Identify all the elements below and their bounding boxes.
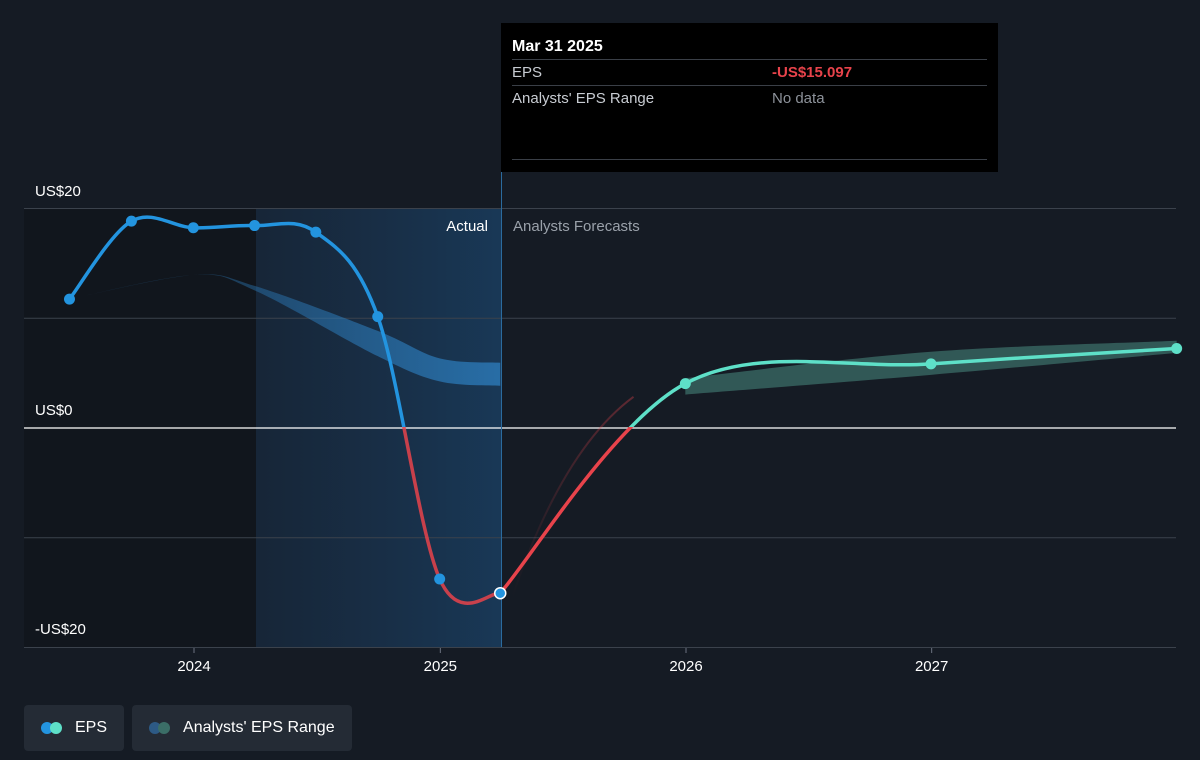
legend-label-eps: EPS — [75, 719, 108, 736]
past-range-band — [69, 274, 501, 386]
eps-point — [63, 293, 75, 305]
y-tick-label-bottom: -US$20 — [35, 621, 86, 638]
eps-point — [434, 573, 446, 585]
legend-item-eps[interactable]: EPS — [24, 705, 125, 751]
eps-markers — [63, 215, 1183, 600]
tooltip-row-eps: EPS -US$15.097 — [512, 59, 987, 85]
tooltip-range-value: No data — [772, 90, 825, 107]
forecast-point — [925, 358, 937, 370]
forecast-ghost-line — [511, 395, 635, 598]
x-tick-label: 2027 — [915, 658, 948, 675]
forecast-point — [679, 378, 691, 390]
tooltip-row-range: Analysts' EPS Range No data — [512, 85, 987, 111]
eps-point — [187, 222, 199, 234]
forecast-line-negative — [498, 427, 634, 595]
tooltip-eps-label: EPS — [512, 64, 543, 81]
forecast-line-positive — [628, 346, 1177, 427]
tooltip-divider — [512, 111, 987, 160]
y-tick-label-top: US$20 — [35, 183, 81, 200]
eps-point — [125, 215, 137, 227]
x-tick-label: 2024 — [177, 658, 210, 675]
legend: EPS Analysts' EPS Range — [24, 705, 352, 751]
tooltip-eps-value: -US$15.097 — [772, 64, 853, 81]
tooltip-date: Mar 31 2025 — [512, 38, 603, 55]
forecast-point — [1171, 342, 1183, 354]
eps-line-negative — [402, 427, 501, 605]
eps-swatch-icon — [41, 722, 65, 734]
x-tick-label: 2025 — [424, 658, 457, 675]
eps-range-swatch-icon — [149, 722, 173, 734]
y-tick-label-zero: US$0 — [35, 402, 73, 419]
x-axis: 2024 2025 2026 2027 — [24, 647, 1176, 675]
eps-point-selected — [493, 586, 507, 600]
tooltip-range-label: Analysts' EPS Range — [512, 90, 655, 107]
eps-point — [372, 311, 384, 323]
x-tick-label: 2026 — [669, 658, 702, 675]
legend-item-eps-range[interactable]: Analysts' EPS Range — [132, 705, 352, 751]
legend-label-eps-range: Analysts' EPS Range — [183, 719, 335, 736]
eps-point — [249, 220, 261, 232]
forecast-label: Analysts Forecasts — [513, 218, 640, 235]
tooltip: Mar 31 2025 EPS -US$15.097 Analysts' EPS… — [501, 23, 998, 172]
actual-label: Actual — [446, 218, 488, 235]
eps-point — [310, 226, 322, 238]
